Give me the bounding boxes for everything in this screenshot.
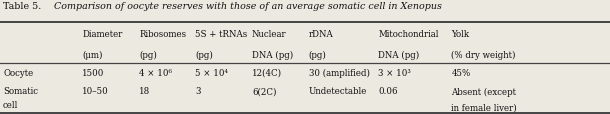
Text: Diameter: Diameter — [82, 30, 123, 39]
Text: DNA (pg): DNA (pg) — [378, 50, 420, 59]
Text: 10–50: 10–50 — [82, 87, 109, 96]
Text: (pg): (pg) — [195, 50, 213, 59]
Text: Somatic: Somatic — [3, 87, 38, 96]
Text: 4 × 10⁶: 4 × 10⁶ — [139, 68, 172, 77]
Text: Nuclear: Nuclear — [252, 30, 287, 39]
Text: 18: 18 — [139, 87, 150, 96]
Text: 45%: 45% — [451, 68, 471, 77]
Text: 5S + tRNAs: 5S + tRNAs — [195, 30, 248, 39]
Text: Table 5.: Table 5. — [3, 2, 41, 11]
Text: 1500: 1500 — [82, 68, 105, 77]
Text: (pg): (pg) — [309, 50, 326, 59]
Text: (% dry weight): (% dry weight) — [451, 50, 516, 59]
Text: Mitochondrial: Mitochondrial — [378, 30, 439, 39]
Text: Oocyte: Oocyte — [3, 68, 34, 77]
Text: Undetectable: Undetectable — [309, 87, 367, 96]
Text: DNA (pg): DNA (pg) — [252, 50, 293, 59]
Text: 30 (amplified): 30 (amplified) — [309, 68, 370, 77]
Text: 3: 3 — [195, 87, 201, 96]
Text: 6(2C): 6(2C) — [252, 87, 276, 96]
Text: Ribosomes: Ribosomes — [139, 30, 186, 39]
Text: in female liver): in female liver) — [451, 103, 517, 111]
Text: cell: cell — [3, 100, 18, 109]
Text: 5 × 10⁴: 5 × 10⁴ — [195, 68, 228, 77]
Text: 0.06: 0.06 — [378, 87, 398, 96]
Text: rDNA: rDNA — [309, 30, 334, 39]
Text: Yolk: Yolk — [451, 30, 470, 39]
Text: (pg): (pg) — [139, 50, 157, 59]
Text: 3 × 10³: 3 × 10³ — [378, 68, 411, 77]
Text: Comparison of oocyte reserves with those of an average somatic cell in Xenopus: Comparison of oocyte reserves with those… — [48, 2, 442, 11]
Text: (μm): (μm) — [82, 50, 103, 59]
Text: Absent (except: Absent (except — [451, 87, 517, 96]
Text: 12(4C): 12(4C) — [252, 68, 282, 77]
